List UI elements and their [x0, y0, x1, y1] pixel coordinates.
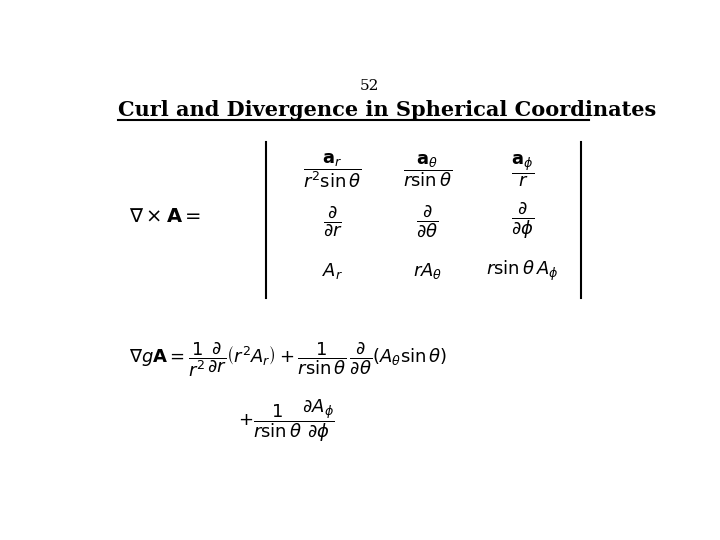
Text: $\dfrac{\mathbf{a}_\theta}{r\sin\theta}$: $\dfrac{\mathbf{a}_\theta}{r\sin\theta}$ — [403, 152, 452, 189]
Text: Curl and Divergence in Spherical Coordinates: Curl and Divergence in Spherical Coordin… — [118, 100, 656, 120]
Text: 52: 52 — [359, 79, 379, 93]
Text: $\nabla \times \mathbf{A} =$: $\nabla \times \mathbf{A} =$ — [129, 207, 202, 226]
Text: $A_r$: $A_r$ — [322, 261, 343, 281]
Text: $r\sin\theta\, A_\phi$: $r\sin\theta\, A_\phi$ — [486, 259, 559, 283]
Text: $r A_\theta$: $r A_\theta$ — [413, 261, 442, 281]
Text: $\nabla g\mathbf{A} = \dfrac{1}{r^2}\dfrac{\partial}{\partial r}\left(r^2 A_r\ri: $\nabla g\mathbf{A} = \dfrac{1}{r^2}\dfr… — [129, 341, 447, 380]
Text: $\dfrac{\partial}{\partial \theta}$: $\dfrac{\partial}{\partial \theta}$ — [416, 203, 438, 239]
Text: $\dfrac{\mathbf{a}_r}{r^2\sin\theta}$: $\dfrac{\mathbf{a}_r}{r^2\sin\theta}$ — [303, 151, 362, 190]
Text: $\dfrac{\partial}{\partial r}$: $\dfrac{\partial}{\partial r}$ — [323, 204, 343, 238]
Text: $+\dfrac{1}{r\sin\theta}\dfrac{\partial A_\phi}{\partial \phi}$: $+\dfrac{1}{r\sin\theta}\dfrac{\partial … — [238, 397, 335, 443]
Text: $\dfrac{\mathbf{a}_\phi}{r}$: $\dfrac{\mathbf{a}_\phi}{r}$ — [511, 153, 534, 189]
Text: $\dfrac{\partial}{\partial \phi}$: $\dfrac{\partial}{\partial \phi}$ — [511, 200, 534, 241]
